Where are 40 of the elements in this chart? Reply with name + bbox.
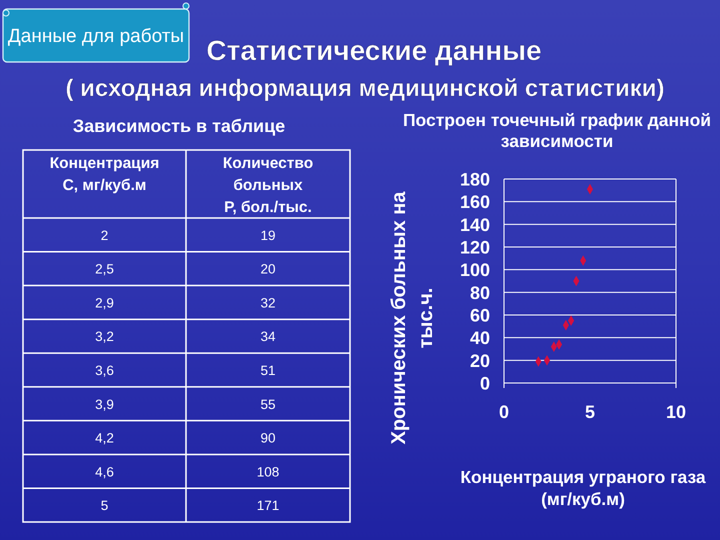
text: 34	[260, 329, 276, 344]
y-tick-label: 120	[460, 238, 490, 258]
text: 3,6	[95, 363, 114, 378]
x-axis-title: Концентрация уграного газа (мг/куб.м)	[460, 467, 706, 509]
text: Зависимость в таблице	[72, 116, 286, 136]
x-tick-label: 0	[498, 402, 510, 422]
y-tick-label: 160	[460, 192, 490, 212]
y-axis-title: Хронических больных на тыс.ч.	[388, 190, 437, 444]
text: 19	[260, 228, 276, 243]
y-tick-label: 140	[460, 214, 490, 235]
chart-title: Построен точечный график данной зависимости	[402, 110, 712, 151]
text: ( исходная информация медицинской статистики)	[66, 75, 664, 102]
text: 32	[260, 295, 276, 310]
text: Концентрация С, мг/куб.м	[50, 155, 160, 194]
text: 3,2	[95, 329, 114, 344]
y-tick-label: 0	[480, 374, 490, 394]
y-tick-label: 60	[470, 306, 490, 326]
x-tick-label: 10	[666, 402, 686, 422]
y-tick-label: 100	[460, 260, 490, 280]
text: 3,9	[95, 396, 114, 412]
text: 90	[260, 430, 276, 446]
x-tick-label: 5	[584, 402, 596, 422]
y-tick-label: 20	[470, 350, 490, 371]
text: Количество больных Р, бол./тыс.	[222, 155, 314, 216]
text: 4,6	[95, 464, 114, 480]
y-tick-label: 180	[460, 170, 490, 190]
y-tick-label: 40	[470, 328, 490, 348]
text: 55	[260, 396, 276, 412]
text: Данные для работы	[8, 26, 184, 47]
text: 108	[256, 464, 280, 480]
text: 2	[100, 228, 108, 243]
text: 51	[260, 363, 276, 378]
text: 4,2	[95, 430, 114, 446]
text: 2,9	[95, 295, 114, 310]
y-tick-label: 80	[470, 282, 490, 303]
text: 171	[256, 498, 280, 514]
text: 20	[260, 262, 276, 277]
text: Статистические данные	[206, 35, 542, 66]
text: 5	[100, 498, 108, 514]
text: 2,5	[95, 262, 114, 277]
